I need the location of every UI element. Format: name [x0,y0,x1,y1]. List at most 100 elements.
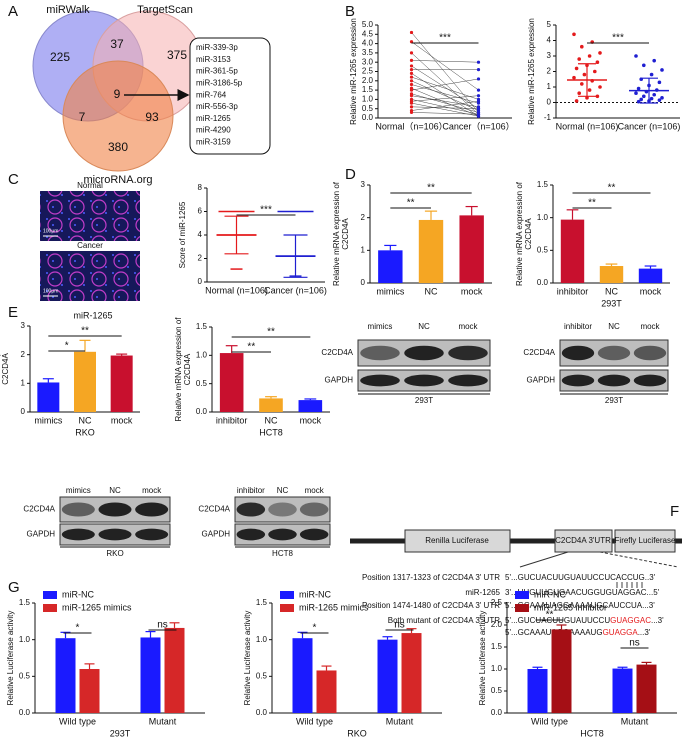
x-tick-label: mock [111,415,133,425]
sequence-part: ...3' [638,628,651,637]
data-point [580,82,584,86]
x-axis-label: HCT8 [259,427,283,437]
blot-row-label: C2CD4A [23,505,55,514]
data-point [660,68,664,72]
data-point [476,99,481,103]
y-tick-label: 8 [198,183,203,192]
mirna-name: miR-3186-5p [196,79,243,88]
bar [638,268,663,283]
y-tick-label: 2.5 [362,67,374,76]
y-tick-label: 0 [21,407,26,416]
significance-label: *** [612,33,624,44]
mutant-sequence: 5'...GCAAAUAGGAAAAUGGUAGGA...3' [505,628,651,637]
blot-row-label: GAPDH [27,530,56,539]
y-tick-label: 1 [361,245,366,254]
x-tick-label: NC [265,415,278,425]
y-axis-label: C2CD4A [1,353,10,385]
mirna-name: miR-556-3p [196,102,238,111]
lane-label: NC [109,486,121,495]
x-tick-label: NC [605,286,618,296]
significance-label: ns [394,620,405,631]
venn-count: 7 [79,110,86,124]
y-tick-label: 0 [361,278,366,287]
y-tick-label: 1 [21,378,26,387]
significance-label: * [313,623,317,634]
panel-label: E [8,304,18,321]
panel-label: B [345,3,355,20]
significance-label: ** [81,326,89,337]
blot-band [299,502,329,517]
significance-label: ** [407,198,415,209]
construct-segment [614,529,676,553]
lane-label: inhibitor [237,486,265,495]
data-point [409,88,414,92]
blot-row-label: GAPDH [527,376,556,385]
data-point [593,69,597,74]
y-axis-label: C2CD4A [524,218,533,250]
y-tick-label: 0.0 [537,278,549,287]
bar [316,670,337,713]
legend-swatch [43,604,57,612]
paired-line [411,52,479,115]
bar [110,355,133,412]
y-tick-label: 6 [198,207,203,216]
data-point [642,63,646,68]
x-tick-label: inhibitor [557,286,589,296]
mirna-name: miR-3159 [196,138,231,147]
data-point [409,101,414,105]
x-tick-label: NC [425,286,438,296]
y-tick-label: 4 [547,36,552,45]
y-tick-label: 2 [21,350,26,359]
bar [599,266,624,283]
paired-line [411,84,479,104]
bar [37,382,60,412]
venn-count: 380 [108,140,128,154]
bar [636,664,657,713]
y-tick-label: 1.0 [256,635,268,644]
bar [459,215,484,283]
venn-count: 225 [50,50,70,64]
blot-band [61,528,95,541]
y-axis-label: Relative Luciferase activity [243,611,252,706]
y-tick-label: 0 [198,277,203,286]
y-tick-label: 1.5 [362,85,374,94]
y-tick-label: 4 [198,230,203,239]
significance-label: ** [608,183,616,194]
zoom-line [519,551,569,568]
bar [292,638,313,713]
panel-label: A [8,3,18,20]
blot-band [360,345,400,361]
data-point [634,91,638,95]
y-tick-label: 1.0 [19,635,31,644]
data-point [572,75,576,80]
data-point [636,99,641,104]
bar [612,668,633,713]
x-axis-label: 293T [601,298,622,308]
blot-band [360,374,400,387]
y-tick-label: 0.0 [19,708,31,717]
data-point [409,94,414,98]
y-tick-label: 0.0 [362,113,374,122]
blot-band [404,345,444,361]
y-axis-label: Relative mRNA expression of [174,317,183,422]
y-tick-label: 0.0 [196,407,208,416]
blot-band [404,374,444,387]
x-tick-label: mock [300,415,322,425]
x-axis-label: RKO [75,427,95,437]
lane-label: inhibitor [564,322,592,331]
lane-label: mimics [66,486,91,495]
cell-line-label: 293T [415,396,433,405]
y-tick-label: 0.5 [256,671,268,680]
image-caption: miR-1265 [73,310,112,320]
significance-label: * [65,341,69,352]
blot-band [561,374,595,387]
paired-line [411,88,479,117]
y-tick-label: 0 [547,98,552,107]
blot-band [236,528,266,541]
data-point [409,30,414,35]
base-pairing [616,582,643,588]
mirna-list-box [189,37,271,155]
y-tick-label: 1.5 [491,642,503,651]
venn-set-circle [62,60,174,172]
paired-line [411,76,479,100]
